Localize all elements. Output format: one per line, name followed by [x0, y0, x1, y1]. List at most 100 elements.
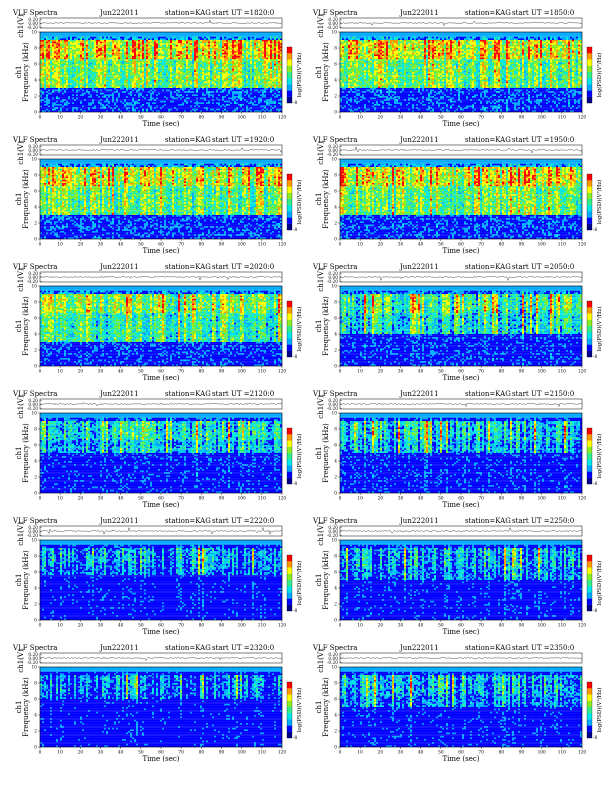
spectrogram-cell	[124, 50, 126, 52]
spectrogram-cell	[76, 48, 78, 50]
spectrogram-cell	[172, 50, 174, 52]
spectrogram-cell	[98, 54, 100, 56]
spectrogram-cell	[134, 35, 136, 37]
spectrogram-cell	[68, 56, 70, 58]
spectrogram-cell	[164, 37, 166, 39]
spectrogram-cell	[98, 35, 100, 37]
spectrogram-cell	[170, 58, 172, 60]
spectrogram-cell	[46, 59, 48, 61]
spectrogram-cell	[58, 43, 60, 45]
spectrogram-cell	[174, 40, 176, 42]
spectrogram-cell	[54, 61, 56, 63]
spectrogram-cell	[230, 59, 232, 61]
spectrogram-cell	[102, 45, 104, 47]
spectrogram-cell	[272, 37, 274, 39]
spectrogram-cell	[184, 38, 186, 40]
spectrogram-cell	[258, 48, 260, 50]
spectrogram-cell	[226, 53, 228, 55]
spectrogram-cell	[128, 42, 130, 44]
spectrogram-cell	[104, 48, 106, 50]
spectrogram-cell	[222, 43, 224, 45]
spectrogram-cell	[278, 40, 280, 42]
spectrogram-cell	[276, 50, 278, 52]
spectrogram-cell	[166, 38, 168, 40]
spectrogram-cell	[46, 54, 48, 56]
spectrogram-cell	[274, 58, 276, 60]
spectrogram-cell	[64, 38, 66, 40]
spectrogram-cell	[160, 37, 162, 39]
spectrogram-cell	[166, 35, 168, 37]
spectrogram-cell	[108, 48, 110, 50]
spectrogram-cell	[218, 54, 220, 56]
spectrogram-cell	[116, 40, 118, 42]
spectrogram-cell	[80, 35, 82, 37]
spectrogram-cell	[190, 48, 192, 50]
spectrogram-cell	[120, 56, 122, 58]
spectrogram-cell	[56, 59, 58, 61]
spectrogram-cell	[130, 58, 132, 60]
spectrogram-cell	[152, 51, 154, 53]
spectrogram-cell	[124, 35, 126, 37]
spectrogram-cell	[252, 54, 254, 56]
spectrogram-cell	[118, 40, 120, 42]
spectrogram-cell	[176, 34, 178, 36]
spectrogram-cell	[144, 43, 146, 45]
spectrogram-cell	[246, 45, 248, 47]
spectrogram-cell	[180, 38, 182, 40]
spectrogram-cell	[46, 51, 48, 53]
spectrogram-cell	[202, 58, 204, 60]
spectrogram-cell	[140, 58, 142, 60]
spectrogram-cell	[82, 48, 84, 50]
spectrogram-cell	[274, 40, 276, 42]
spectrogram-cell	[252, 38, 254, 40]
spectrogram-cell	[196, 56, 198, 58]
spectrogram-cell	[50, 51, 52, 53]
spectrogram-cell	[144, 46, 146, 48]
spectrogram-cell	[146, 48, 148, 50]
spectrogram-cell	[172, 35, 174, 37]
spectrogram-cell	[48, 48, 50, 50]
spectrogram-cell	[200, 45, 202, 47]
spectrogram-cell	[126, 51, 128, 53]
spectrogram-cell	[240, 59, 242, 61]
spectrogram-cell	[264, 34, 266, 36]
spectrogram-cell	[168, 34, 170, 36]
spectrogram-cell	[180, 45, 182, 47]
spectrogram-cell	[90, 42, 92, 44]
spectrogram-cell	[46, 61, 48, 63]
spectrogram-cell	[200, 53, 202, 55]
spectrogram-cell	[140, 54, 142, 56]
spectrogram-cell	[170, 42, 172, 44]
spectrogram-cell	[198, 58, 200, 60]
spectrogram-cell	[256, 54, 258, 56]
spectrogram-cell	[128, 35, 130, 37]
spectrogram-cell	[106, 54, 108, 56]
spectrogram-cell	[278, 58, 280, 60]
spectrogram-cell	[106, 45, 108, 47]
spectrogram-cell	[142, 35, 144, 37]
spectrogram-cell	[66, 53, 68, 55]
spectrogram-cell	[152, 50, 154, 52]
spectrogram-cell	[108, 51, 110, 53]
spectrogram-cell	[188, 37, 190, 39]
spectrogram-cell	[248, 45, 250, 47]
spectrogram-cell	[42, 38, 44, 40]
spectrogram-cell	[74, 38, 76, 40]
spectrogram-cell	[186, 34, 188, 36]
spectrogram-cell	[238, 56, 240, 58]
spectrogram-cell	[52, 38, 54, 40]
spectrogram-cell	[206, 50, 208, 52]
spectrogram-cell	[270, 53, 272, 55]
spectrogram-cell	[254, 38, 256, 40]
spectrogram-cell	[176, 48, 178, 50]
spectrogram-cell	[102, 53, 104, 55]
spectrogram-cell	[176, 45, 178, 47]
spectrogram-cell	[104, 45, 106, 47]
spectrogram-cell	[86, 38, 88, 40]
spectrogram-cell	[204, 37, 206, 39]
spectrogram-cell	[186, 56, 188, 58]
spectrogram-cell	[164, 51, 166, 53]
spectrogram-cell	[84, 59, 86, 61]
spectrogram-cell	[44, 56, 46, 58]
spectrogram-cell	[72, 45, 74, 47]
